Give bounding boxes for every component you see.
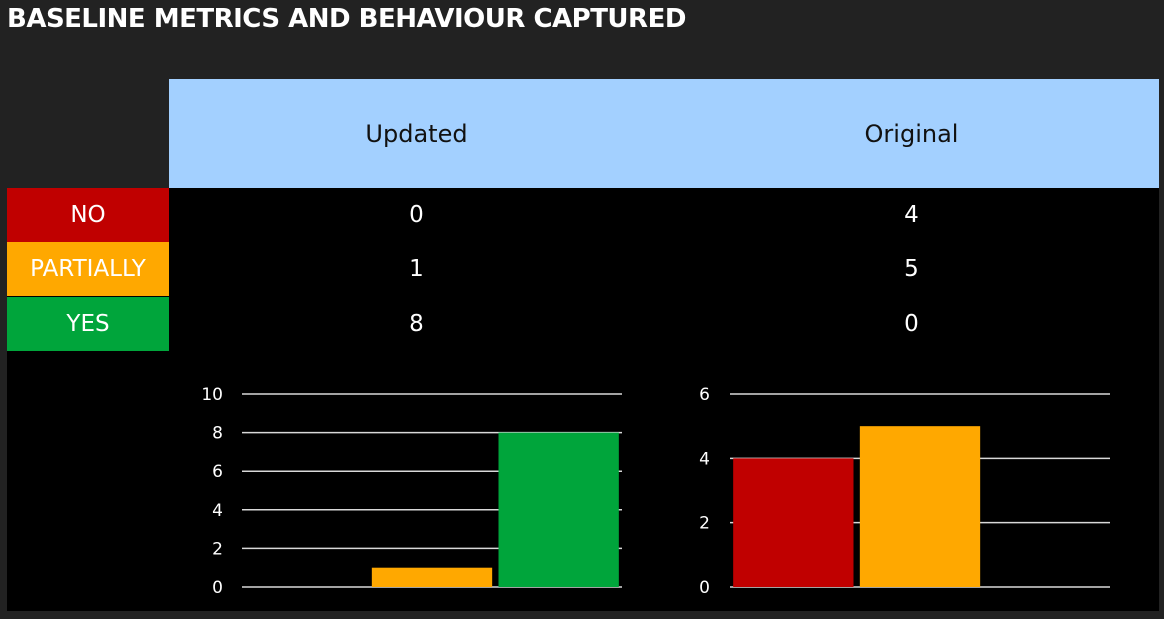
bar-partially	[859, 426, 981, 587]
cell-yes-original: 0	[904, 311, 919, 337]
row-label-yes: YES	[7, 297, 169, 351]
y-tick-label: 0	[212, 578, 223, 598]
cell-partially-original: 5	[904, 256, 919, 282]
table-header: Updated Original	[169, 79, 1159, 188]
row-label-no: NO	[7, 188, 169, 242]
cell-partially-updated: 1	[409, 256, 424, 282]
y-tick-label: 0	[699, 578, 710, 598]
y-tick-label: 2	[212, 539, 223, 559]
y-tick-label: 10	[201, 385, 223, 405]
original-bar-chart: 0 2 4 6	[699, 385, 1110, 598]
y-tick-label: 6	[699, 385, 710, 405]
cell-no-updated: 0	[409, 202, 424, 228]
table-corner	[7, 79, 169, 188]
bar-partially	[371, 567, 493, 587]
cell-yes-updated: 8	[409, 311, 424, 337]
column-header-original: Original	[864, 119, 959, 148]
updated-bar-chart: 0 2 4 6 8 10	[201, 385, 622, 598]
y-tick-label: 6	[212, 462, 223, 482]
bar-yes	[498, 432, 619, 587]
y-tick-label: 4	[212, 501, 223, 521]
column-header-updated: Updated	[365, 119, 468, 148]
cell-no-original: 4	[904, 202, 919, 228]
y-tick-label: 8	[212, 424, 223, 444]
bar-no	[733, 458, 854, 587]
y-tick-label: 2	[699, 514, 710, 534]
y-tick-label: 4	[699, 449, 710, 469]
row-label-partially: PARTIALLY	[7, 242, 169, 296]
page-title: BASELINE METRICS AND BEHAVIOUR CAPTURED	[7, 4, 686, 34]
